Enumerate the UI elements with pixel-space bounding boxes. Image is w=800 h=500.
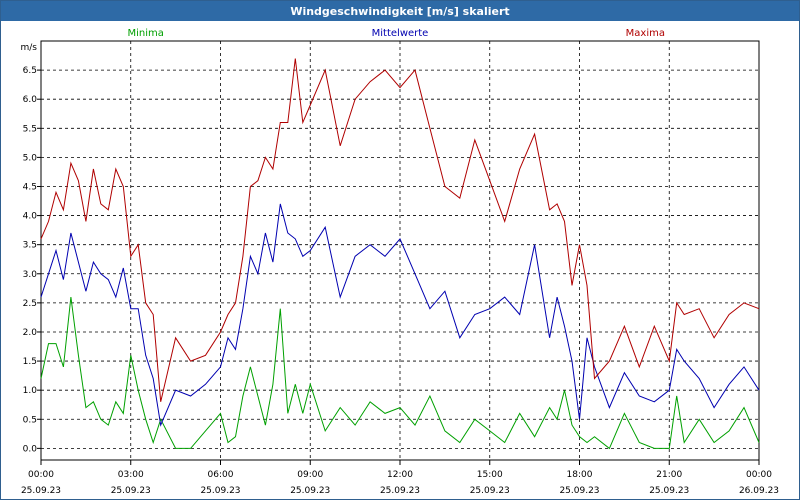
x-tick-time: 00:00 [746,470,772,480]
labels: 0.0 0.5 1.0 1.5 2.0 2.5 3.0 3.5 4.0 4.5 5.0 5.5 6.0 6… [21,28,780,496]
wind-speed-chart: 0.0 0.5 1.0 1.5 2.0 2.5 3.0 3.5 4.0 4.5 5.0 5.5 6.0 6… [21,28,780,496]
x-tick-time: 18:00 [567,470,593,480]
series-line-maxima [40,58,760,402]
x-tick-time: 15:00 [477,470,503,480]
y-tick-label: 5.0 [23,153,38,163]
x-tick-date: 25.09.23 [111,486,151,496]
x-tick-date: 25.09.23 [380,486,420,496]
legend-mittelwerte: Mittelwerte [372,28,429,39]
x-tick-time: 06:00 [208,470,234,480]
series-line-minima [40,297,760,450]
y-tick-label: 3.0 [23,270,38,280]
y-tick-label: 6.5 [23,66,37,76]
chart-title: Windgeschwindigkeit [m/s] skaliert [1,1,799,21]
x-tick-time: 12:00 [387,470,413,480]
series-lines [40,58,760,450]
x-tick-date: 25.09.23 [290,486,330,496]
y-tick-label: 4.5 [23,182,37,192]
series-line-mittelwerte [40,203,760,427]
y-tick-label: 1.0 [23,386,38,396]
y-tick-label: 0.0 [23,444,38,454]
x-tick-time: 09:00 [297,470,323,480]
y-tick-label: 2.0 [23,328,38,338]
axes [37,40,760,465]
x-tick-date: 25.09.23 [470,486,510,496]
y-tick-label: 6.0 [23,95,38,105]
y-tick-label: 1.5 [23,357,37,367]
grid [41,41,759,460]
x-tick-time: 00:00 [28,470,54,480]
y-tick-label: 0.5 [23,415,37,425]
x-tick-date: 25.09.23 [649,486,689,496]
x-tick-date: 26.09.23 [739,486,779,496]
y-tick-label: 5.5 [23,124,37,134]
x-tick-date: 25.09.23 [559,486,599,496]
x-tick-time: 03:00 [118,470,144,480]
legend-maxima: Maxima [626,28,665,39]
x-tick-time: 21:00 [656,470,682,480]
legend-minima: Minima [128,28,164,39]
y-tick-label: 4.0 [23,212,38,222]
y-axis-label: m/s [21,43,38,53]
y-tick-label: 3.5 [23,241,37,251]
y-tick-label: 2.5 [23,299,37,309]
x-tick-date: 25.09.23 [200,486,240,496]
x-tick-date: 25.09.23 [21,486,61,496]
